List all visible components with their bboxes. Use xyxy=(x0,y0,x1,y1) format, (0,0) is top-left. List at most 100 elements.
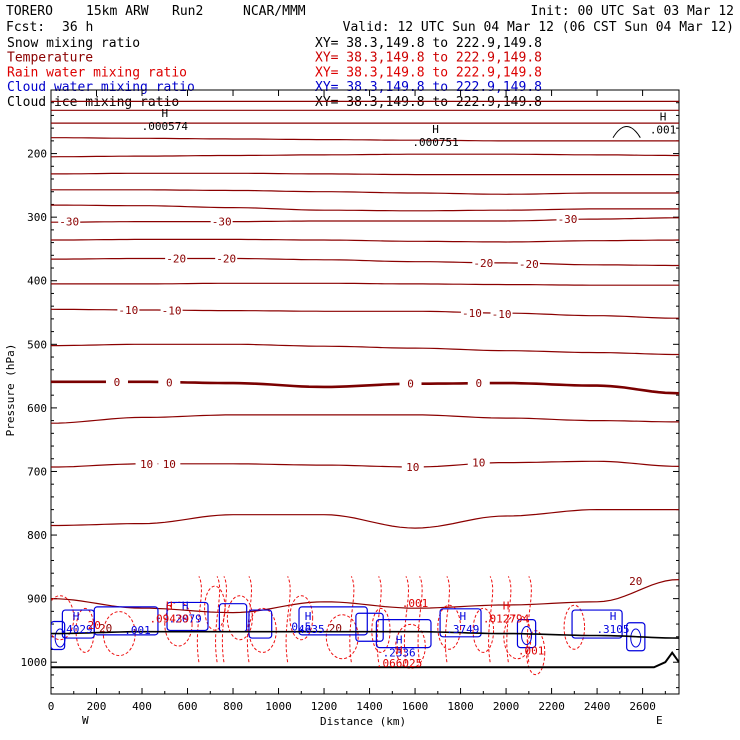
rain-contour xyxy=(325,614,359,660)
high-value: .4029 xyxy=(59,623,92,636)
contour-value-label: 0.5 xyxy=(291,620,311,633)
contour-value-label: .001 xyxy=(518,645,545,658)
high-marker: H xyxy=(161,107,168,120)
rain-contour xyxy=(164,601,193,647)
isotherm-label-bg xyxy=(460,307,483,319)
high-value: .2336 xyxy=(383,646,416,659)
high-marker: H xyxy=(396,644,403,657)
high-marker: H xyxy=(305,610,312,623)
isotherm-line xyxy=(51,238,679,243)
cloud-water-core xyxy=(54,628,66,648)
legend-xy: XY= 38.3,149.8 to 222.9,149.8 xyxy=(315,36,542,51)
y-tick-label: 700 xyxy=(27,465,47,478)
isotherm-label-bg xyxy=(467,377,490,389)
isotherm-label: -20 xyxy=(519,258,539,271)
rain-contour xyxy=(371,607,391,653)
isotherm-label-bg xyxy=(158,457,181,469)
contour-value-label: .001 xyxy=(402,597,429,610)
west-label: W xyxy=(82,714,89,727)
high-marker: H xyxy=(182,600,189,613)
y-tick-label: 600 xyxy=(27,402,47,415)
x-tick-label: 2400 xyxy=(584,700,611,713)
isotherm-label-bg xyxy=(105,375,128,387)
valid-time: Valid: 12 UTC Sun 04 Mar 12 (06 CST Sun … xyxy=(343,20,734,35)
high-marker: H xyxy=(460,610,467,623)
rain-contour xyxy=(289,595,314,641)
x-tick-label: 2000 xyxy=(493,700,520,713)
isotherm-label-bg xyxy=(165,252,188,264)
isotherm-line xyxy=(51,282,679,286)
rain-contour xyxy=(204,585,226,631)
x-tick-label: 1000 xyxy=(265,700,292,713)
cloud-water-core xyxy=(630,628,642,648)
isotherm-label: 10 xyxy=(163,458,176,471)
cloud-water-contour xyxy=(355,612,384,642)
x-tick-label: 1400 xyxy=(356,700,383,713)
x-tick-label: 800 xyxy=(223,700,243,713)
isotherm-label: -30 xyxy=(59,216,79,229)
x-tick-label: 2600 xyxy=(629,700,656,713)
cloud-water-core xyxy=(521,626,533,646)
legend-xy: XY= 38.3,149.8 to 222.9,149.8 xyxy=(315,51,542,66)
cloud-water-contour xyxy=(375,618,432,649)
rain-streak xyxy=(196,576,202,663)
isotherm-label-bg xyxy=(210,215,233,227)
cloud-water-contour xyxy=(298,606,368,636)
high-value: .012794 xyxy=(483,613,530,626)
high-marker: H xyxy=(396,633,403,646)
rain-streak xyxy=(349,576,355,663)
y-tick-label: 1000 xyxy=(21,656,48,669)
x-tick-label: 1600 xyxy=(402,700,429,713)
rain-contour xyxy=(437,604,462,650)
isotherm-label: 10 xyxy=(472,457,485,470)
contour-value-label: 20 xyxy=(88,619,101,632)
x-tick-label: 200 xyxy=(87,700,107,713)
snow-contour xyxy=(51,630,679,639)
isotherm-line xyxy=(51,204,679,212)
isotherm-label-bg xyxy=(399,377,422,389)
legend-xy: XY= 38.3,149.8 to 222.9,149.8 xyxy=(315,95,542,110)
isotherm-label-bg xyxy=(467,456,490,468)
isotherm-label-bg xyxy=(160,304,183,316)
isotherm-label: 10 xyxy=(406,461,419,474)
isotherm-label: -10 xyxy=(462,307,482,320)
model-name: TORERO xyxy=(6,4,53,19)
contour-layer: -30 -30 -30 -20 -20 -20 -20 -10 -10 -10 -10 0 0 0 0 10 1… xyxy=(51,100,679,676)
x-tick-label: 1800 xyxy=(447,700,474,713)
run-name: Run2 xyxy=(172,4,203,19)
isotherm-label: 20 xyxy=(329,622,342,635)
rain-streak xyxy=(403,576,409,663)
cloud-water-contour xyxy=(439,608,482,638)
high-value: .001 xyxy=(650,124,677,137)
isotherm-line xyxy=(51,509,679,529)
isotherm-label: 0 xyxy=(114,376,121,389)
legend-xy: XY= 38.3,149.8 to 222.9,149.8 xyxy=(315,65,542,80)
isotherm-line xyxy=(51,189,679,195)
high-marker: H xyxy=(660,111,667,124)
isotherm-line xyxy=(51,153,679,158)
x-tick-label: 2200 xyxy=(538,700,565,713)
x-axis-title: Distance (km) xyxy=(320,715,406,728)
y-tick-label: 900 xyxy=(27,593,47,606)
isotherm-label-bg xyxy=(401,461,424,473)
x-tick-label: 400 xyxy=(132,700,152,713)
isotherm-label: -30 xyxy=(558,213,578,226)
high-value: .3749 xyxy=(446,623,479,636)
cloud-water-contour xyxy=(218,603,248,633)
plot-frame xyxy=(50,89,680,695)
x-tick-label: 1200 xyxy=(311,700,338,713)
isotherm-label-bg xyxy=(58,215,81,227)
y-tick-label: 400 xyxy=(27,275,47,288)
rain-streak xyxy=(488,576,494,663)
isotherm-label: -20 xyxy=(166,252,186,265)
rain-contour xyxy=(563,604,586,650)
isotherm-label-bg xyxy=(556,213,579,225)
high-marker: H xyxy=(610,610,617,623)
legend-name: Rain water mixing ratio xyxy=(7,65,187,80)
rain-contour xyxy=(51,595,75,641)
rain-streak xyxy=(444,576,450,663)
legend-xy: XY= 38.3,149.8 to 222.9,149.8 xyxy=(315,80,542,95)
isotherm-label-bg xyxy=(472,256,495,268)
y-tick-label: 500 xyxy=(27,338,47,351)
